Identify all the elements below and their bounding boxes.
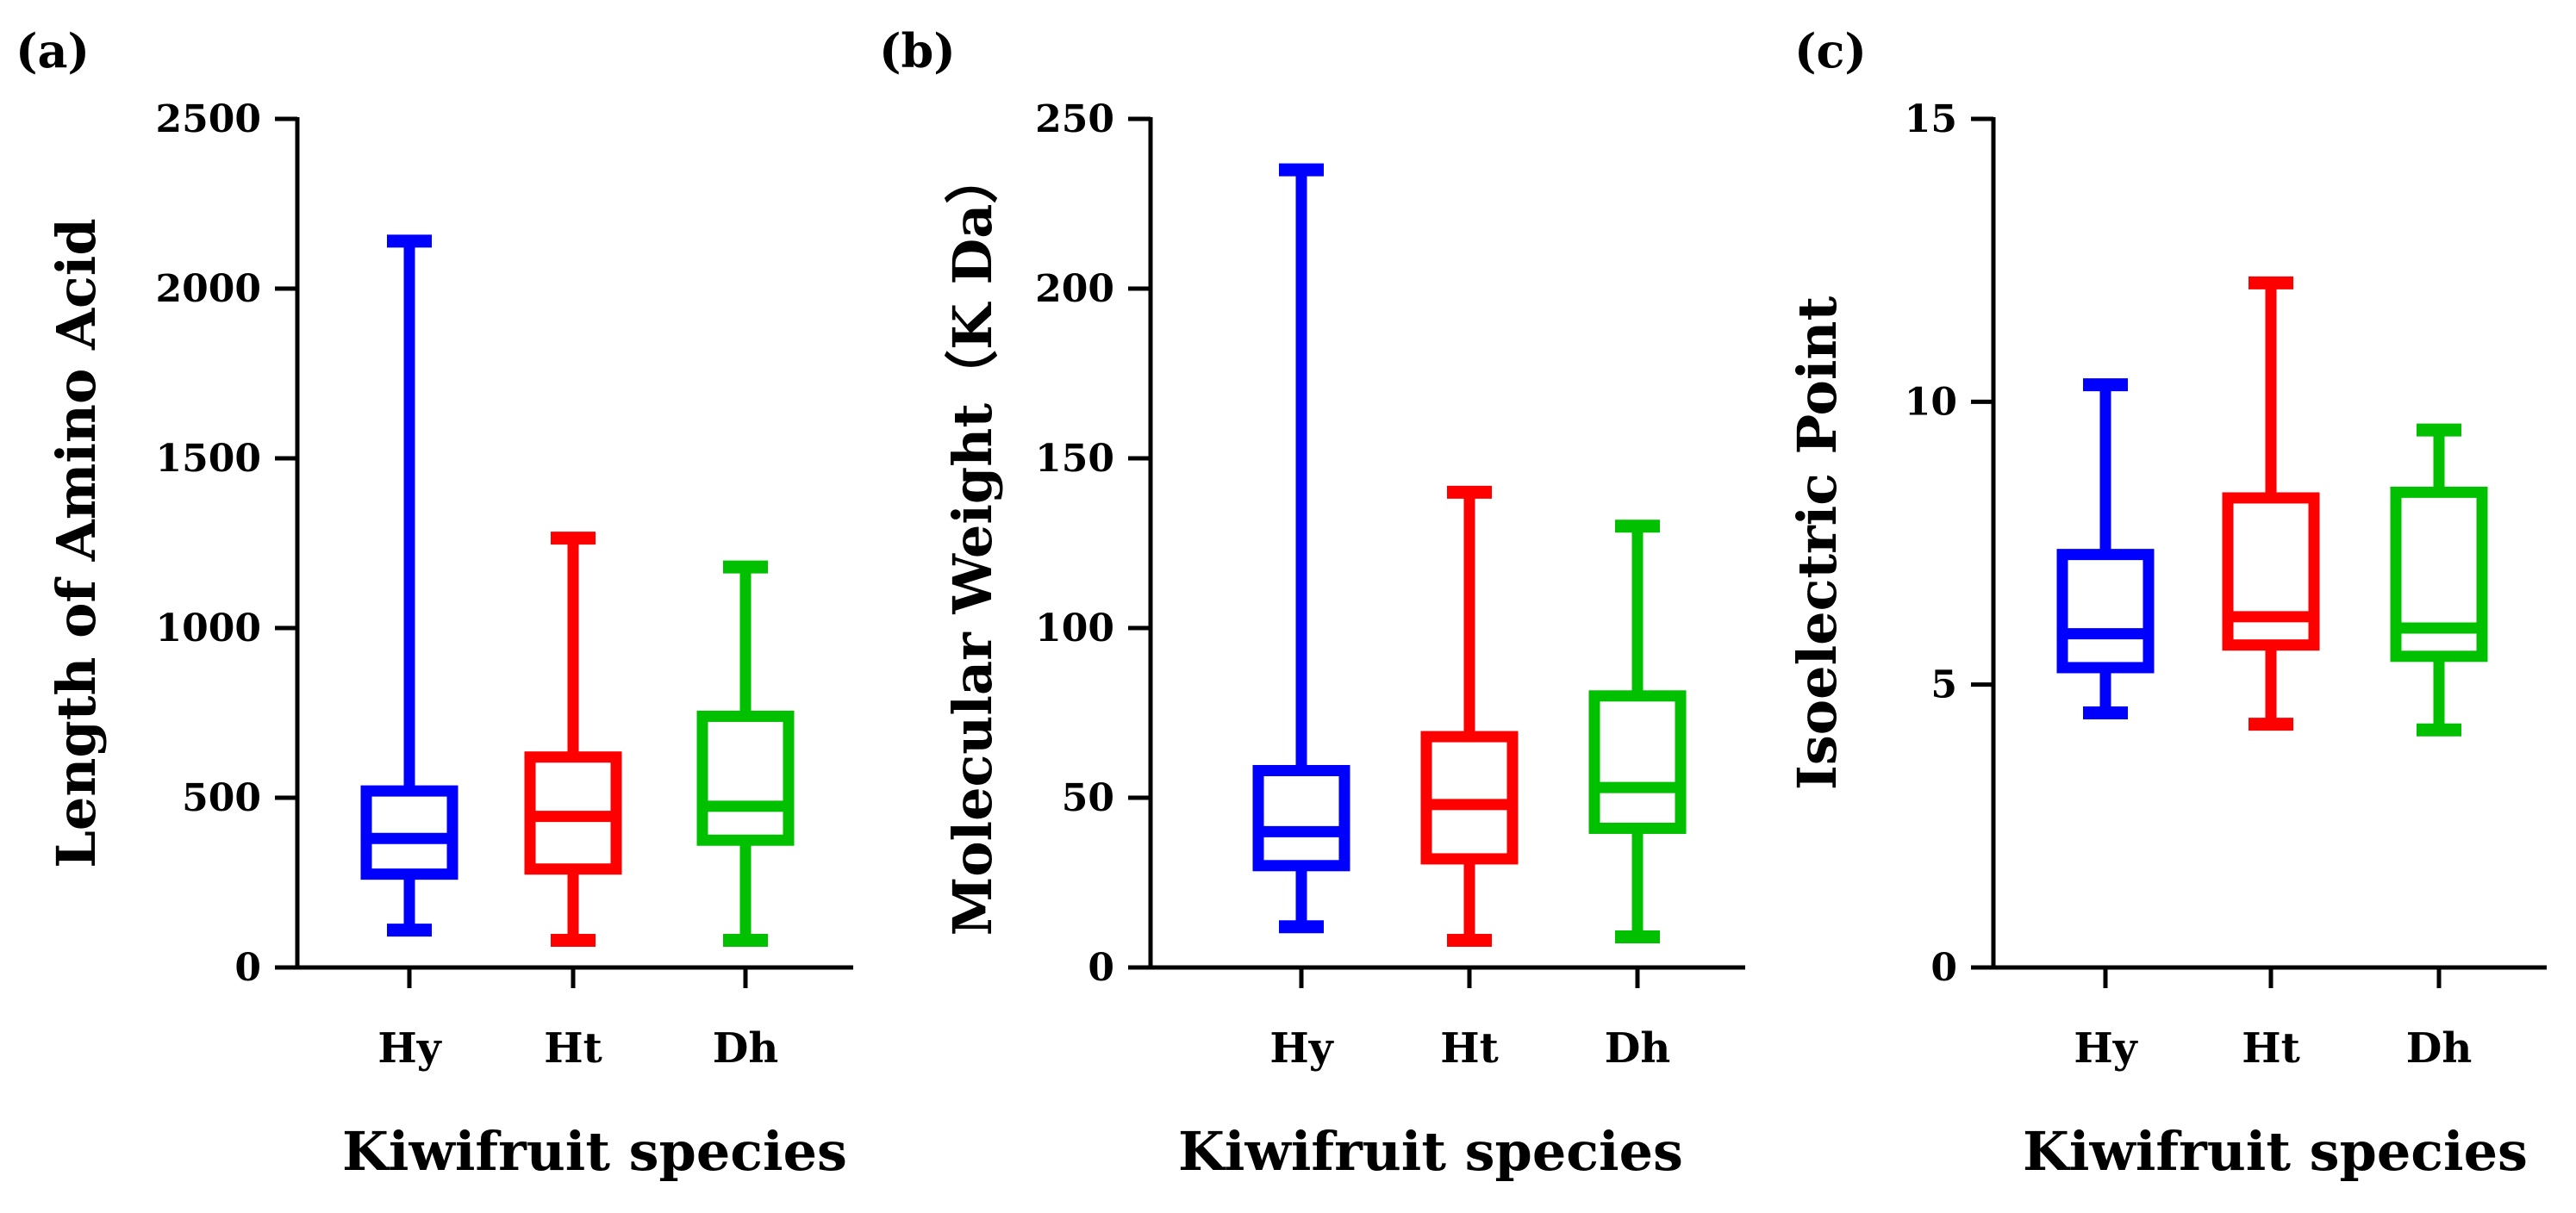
y-tick-label: 150 <box>1035 437 1114 481</box>
x-axis-title: Kiwifruit species <box>2023 1120 2528 1183</box>
box-dh: Dh <box>2390 423 2488 1073</box>
iqr-box <box>696 710 795 846</box>
y-tick-label: 50 <box>1062 776 1114 820</box>
box-dh: Dh <box>696 560 795 1073</box>
y-tick-label: 250 <box>1035 97 1114 141</box>
iqr-box <box>360 785 458 880</box>
y-tick-label: 0 <box>1930 946 1957 990</box>
box-hy: Hy <box>1252 163 1350 1073</box>
panel-a: (a) 0 500 1000 1500 2000 2500 Length of Amino A… <box>16 23 853 1183</box>
y-axis-title: Molecular Weight（K Da） <box>941 151 1004 936</box>
x-category-label: Ht <box>2242 1024 2300 1073</box>
iqr-box <box>2222 492 2320 651</box>
panel-b: (b) 0 50 100 150 200 250 Molecular Weight（K Da）… <box>879 23 1745 1183</box>
iqr-box <box>2056 549 2155 674</box>
y-tick-label: 0 <box>234 946 261 990</box>
y-tick-label: 100 <box>1035 606 1114 650</box>
box-hy: Hy <box>2056 378 2155 1073</box>
x-category-label: Hy <box>2074 1024 2138 1073</box>
panel-c: (c) 0 5 10 15 Isoelectric Point Kiwifruit spec… <box>1786 23 2547 1183</box>
iqr-box <box>1252 764 1350 872</box>
x-category-label: Ht <box>1440 1024 1499 1073</box>
x-axis-title: Kiwifruit species <box>342 1120 847 1183</box>
y-axis-title: Isoelectric Point <box>1786 296 1849 791</box>
panel-label: (a) <box>16 23 90 78</box>
box-dh: Dh <box>1588 519 1687 1073</box>
box-ht: Ht <box>524 532 622 1073</box>
y-tick-label: 500 <box>182 776 261 820</box>
y-tick-label: 2500 <box>156 97 261 141</box>
x-category-label: Dh <box>1605 1024 1671 1073</box>
panel-label: (c) <box>1794 23 1867 78</box>
x-category-label: Dh <box>713 1024 779 1073</box>
y-tick-label: 5 <box>1930 663 1957 707</box>
x-category-label: Hy <box>1269 1024 1334 1073</box>
x-category-label: Hy <box>377 1024 442 1073</box>
y-tick-label: 2000 <box>156 267 261 311</box>
box-hy: Hy <box>360 234 458 1073</box>
y-tick-label: 1500 <box>156 437 261 481</box>
y-tick-label: 200 <box>1035 267 1114 311</box>
x-axis-title: Kiwifruit species <box>1178 1120 1683 1183</box>
iqr-box <box>1588 690 1687 834</box>
panel-label: (b) <box>879 23 956 78</box>
x-category-label: Dh <box>2406 1024 2473 1073</box>
y-tick-label: 10 <box>1905 380 1957 424</box>
y-axis-title: Length of Amino Acid <box>45 218 108 868</box>
iqr-box <box>1420 731 1519 865</box>
y-tick-label: 15 <box>1905 97 1957 141</box>
box-ht: Ht <box>2222 276 2320 1073</box>
box-ht: Ht <box>1420 485 1519 1073</box>
y-tick-label: 0 <box>1088 946 1114 990</box>
x-category-label: Ht <box>544 1024 602 1073</box>
y-tick-label: 1000 <box>156 606 261 650</box>
iqr-box <box>2390 486 2488 662</box>
